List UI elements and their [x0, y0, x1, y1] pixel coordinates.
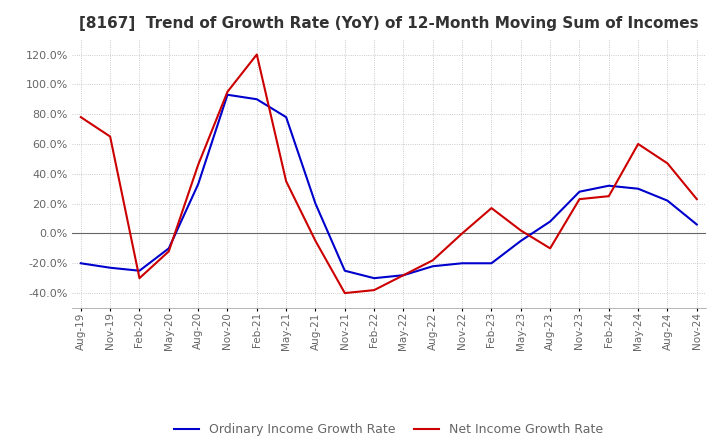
Ordinary Income Growth Rate [663, 198, 672, 203]
Ordinary Income Growth Rate [516, 238, 525, 243]
Ordinary Income Growth Rate [428, 264, 437, 269]
Net Income Growth Rate [634, 141, 642, 147]
Net Income Growth Rate [693, 197, 701, 202]
Ordinary Income Growth Rate [282, 114, 290, 120]
Net Income Growth Rate [663, 161, 672, 166]
Title: [8167]  Trend of Growth Rate (YoY) of 12-Month Moving Sum of Incomes: [8167] Trend of Growth Rate (YoY) of 12-… [79, 16, 698, 32]
Legend: Ordinary Income Growth Rate, Net Income Growth Rate: Ordinary Income Growth Rate, Net Income … [169, 418, 608, 440]
Net Income Growth Rate [164, 249, 173, 254]
Net Income Growth Rate [399, 272, 408, 278]
Ordinary Income Growth Rate [634, 186, 642, 191]
Ordinary Income Growth Rate [487, 260, 496, 266]
Ordinary Income Growth Rate [76, 260, 85, 266]
Ordinary Income Growth Rate [605, 183, 613, 188]
Ordinary Income Growth Rate [693, 222, 701, 227]
Ordinary Income Growth Rate [575, 189, 584, 194]
Net Income Growth Rate [76, 114, 85, 120]
Net Income Growth Rate [575, 197, 584, 202]
Net Income Growth Rate [487, 205, 496, 211]
Net Income Growth Rate [194, 162, 202, 168]
Ordinary Income Growth Rate [253, 97, 261, 102]
Ordinary Income Growth Rate [370, 275, 379, 281]
Net Income Growth Rate [311, 238, 320, 243]
Ordinary Income Growth Rate [106, 265, 114, 270]
Net Income Growth Rate [282, 179, 290, 184]
Ordinary Income Growth Rate [311, 201, 320, 206]
Net Income Growth Rate [370, 287, 379, 293]
Net Income Growth Rate [341, 290, 349, 296]
Net Income Growth Rate [106, 134, 114, 139]
Ordinary Income Growth Rate [546, 219, 554, 224]
Net Income Growth Rate [516, 228, 525, 233]
Net Income Growth Rate [135, 275, 144, 281]
Line: Net Income Growth Rate: Net Income Growth Rate [81, 55, 697, 293]
Ordinary Income Growth Rate [135, 268, 144, 273]
Line: Ordinary Income Growth Rate: Ordinary Income Growth Rate [81, 95, 697, 278]
Net Income Growth Rate [458, 231, 467, 236]
Ordinary Income Growth Rate [223, 92, 232, 97]
Net Income Growth Rate [428, 258, 437, 263]
Net Income Growth Rate [546, 246, 554, 251]
Ordinary Income Growth Rate [458, 260, 467, 266]
Ordinary Income Growth Rate [341, 268, 349, 273]
Ordinary Income Growth Rate [164, 246, 173, 251]
Ordinary Income Growth Rate [399, 272, 408, 278]
Net Income Growth Rate [253, 52, 261, 57]
Ordinary Income Growth Rate [194, 182, 202, 187]
Net Income Growth Rate [605, 194, 613, 199]
Net Income Growth Rate [223, 89, 232, 95]
